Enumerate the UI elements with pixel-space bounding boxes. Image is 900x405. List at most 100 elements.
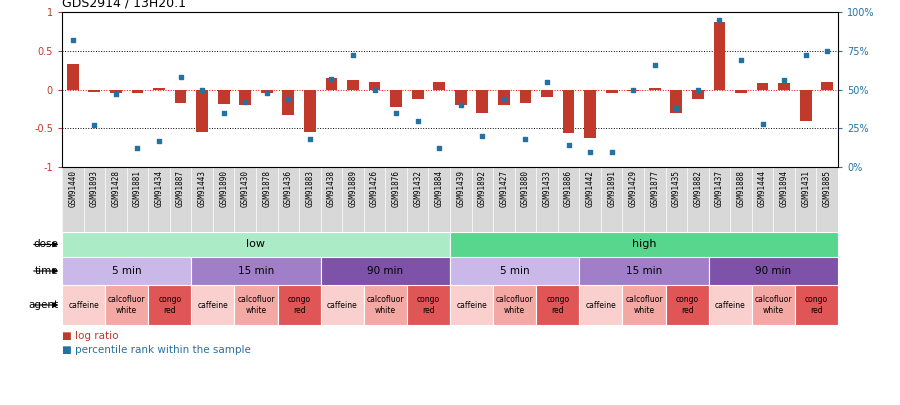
Text: GSM91438: GSM91438 xyxy=(327,170,336,207)
Text: GSM91433: GSM91433 xyxy=(543,170,552,207)
Bar xyxy=(606,90,617,94)
Bar xyxy=(692,90,704,99)
Text: GSM91893: GSM91893 xyxy=(90,170,99,207)
Text: calcofluor
white: calcofluor white xyxy=(238,295,274,315)
Bar xyxy=(822,82,833,90)
Text: GSM91436: GSM91436 xyxy=(284,170,292,207)
Bar xyxy=(67,64,78,90)
Text: congo
red: congo red xyxy=(158,295,181,315)
Text: 90 min: 90 min xyxy=(755,266,791,276)
Bar xyxy=(261,90,273,94)
Text: GSM91881: GSM91881 xyxy=(133,170,142,207)
Text: congo
red: congo red xyxy=(805,295,828,315)
Text: low: low xyxy=(247,239,266,249)
Text: caffeine: caffeine xyxy=(715,301,745,309)
Text: GSM91434: GSM91434 xyxy=(155,170,164,207)
Point xyxy=(798,52,813,59)
Text: calcofluor
white: calcofluor white xyxy=(754,295,792,315)
Bar xyxy=(519,90,531,103)
Point xyxy=(712,17,726,23)
Text: calcofluor
white: calcofluor white xyxy=(626,295,662,315)
Bar xyxy=(536,285,580,325)
Bar xyxy=(714,22,725,90)
Text: congo
red: congo red xyxy=(417,295,440,315)
Bar xyxy=(218,90,230,104)
Point xyxy=(669,105,683,111)
Text: GSM91435: GSM91435 xyxy=(671,170,680,207)
Text: GSM91439: GSM91439 xyxy=(456,170,465,207)
Bar xyxy=(450,257,580,285)
Text: time: time xyxy=(34,266,58,276)
Point xyxy=(66,37,80,43)
Point xyxy=(87,122,102,128)
Text: GSM91883: GSM91883 xyxy=(305,170,314,207)
Point xyxy=(518,136,533,142)
Bar xyxy=(175,90,186,103)
Point xyxy=(324,75,338,82)
Bar xyxy=(277,285,320,325)
Bar xyxy=(62,257,192,285)
Point xyxy=(475,133,490,139)
Bar xyxy=(752,285,795,325)
Text: GSM91885: GSM91885 xyxy=(823,170,832,207)
Text: GSM91889: GSM91889 xyxy=(348,170,357,207)
Point xyxy=(302,136,317,142)
Text: GSM91887: GSM91887 xyxy=(176,170,185,207)
Text: GSM91437: GSM91437 xyxy=(715,170,724,207)
Point xyxy=(238,99,252,105)
Bar xyxy=(493,285,536,325)
Point xyxy=(367,86,382,93)
Point xyxy=(734,57,748,63)
Point xyxy=(432,145,446,151)
Text: GSM91444: GSM91444 xyxy=(758,170,767,207)
Text: congo
red: congo red xyxy=(676,295,698,315)
Text: GSM91427: GSM91427 xyxy=(500,170,508,207)
Text: GSM91443: GSM91443 xyxy=(198,170,207,207)
Text: GSM91878: GSM91878 xyxy=(262,170,271,207)
Bar xyxy=(62,285,105,325)
Text: GSM91430: GSM91430 xyxy=(240,170,249,207)
Point xyxy=(562,142,576,149)
Text: caffeine: caffeine xyxy=(197,301,229,309)
Text: GSM91876: GSM91876 xyxy=(392,170,400,207)
Bar xyxy=(369,82,381,90)
Text: 15 min: 15 min xyxy=(238,266,274,276)
Bar xyxy=(795,285,838,325)
Bar xyxy=(153,88,165,90)
Bar xyxy=(454,90,467,105)
Point xyxy=(540,79,554,85)
Text: 5 min: 5 min xyxy=(500,266,529,276)
Bar xyxy=(192,257,320,285)
Point xyxy=(109,91,123,97)
Bar xyxy=(192,285,234,325)
Text: calcofluor
white: calcofluor white xyxy=(108,295,146,315)
Text: calcofluor
white: calcofluor white xyxy=(366,295,404,315)
Bar xyxy=(580,285,623,325)
Text: GSM91432: GSM91432 xyxy=(413,170,422,207)
Point xyxy=(217,109,231,116)
Bar xyxy=(347,80,359,90)
Point xyxy=(410,117,425,124)
Bar xyxy=(541,90,553,97)
Bar xyxy=(450,232,838,257)
Text: caffeine: caffeine xyxy=(327,301,357,309)
Bar xyxy=(407,285,450,325)
Bar xyxy=(666,285,708,325)
Text: GSM91877: GSM91877 xyxy=(651,170,660,207)
Bar xyxy=(450,285,493,325)
Text: caffeine: caffeine xyxy=(586,301,616,309)
Bar xyxy=(708,257,838,285)
Bar xyxy=(670,90,682,113)
Bar xyxy=(196,90,208,132)
Text: GSM91886: GSM91886 xyxy=(564,170,573,207)
Text: GSM91429: GSM91429 xyxy=(629,170,638,207)
Point xyxy=(130,145,145,151)
Bar xyxy=(88,90,100,92)
Bar xyxy=(433,82,446,90)
Point xyxy=(389,109,403,116)
Text: calcofluor
white: calcofluor white xyxy=(496,295,534,315)
Bar xyxy=(364,285,407,325)
Point xyxy=(195,86,210,93)
Text: GSM91428: GSM91428 xyxy=(112,170,121,207)
Text: 15 min: 15 min xyxy=(626,266,662,276)
